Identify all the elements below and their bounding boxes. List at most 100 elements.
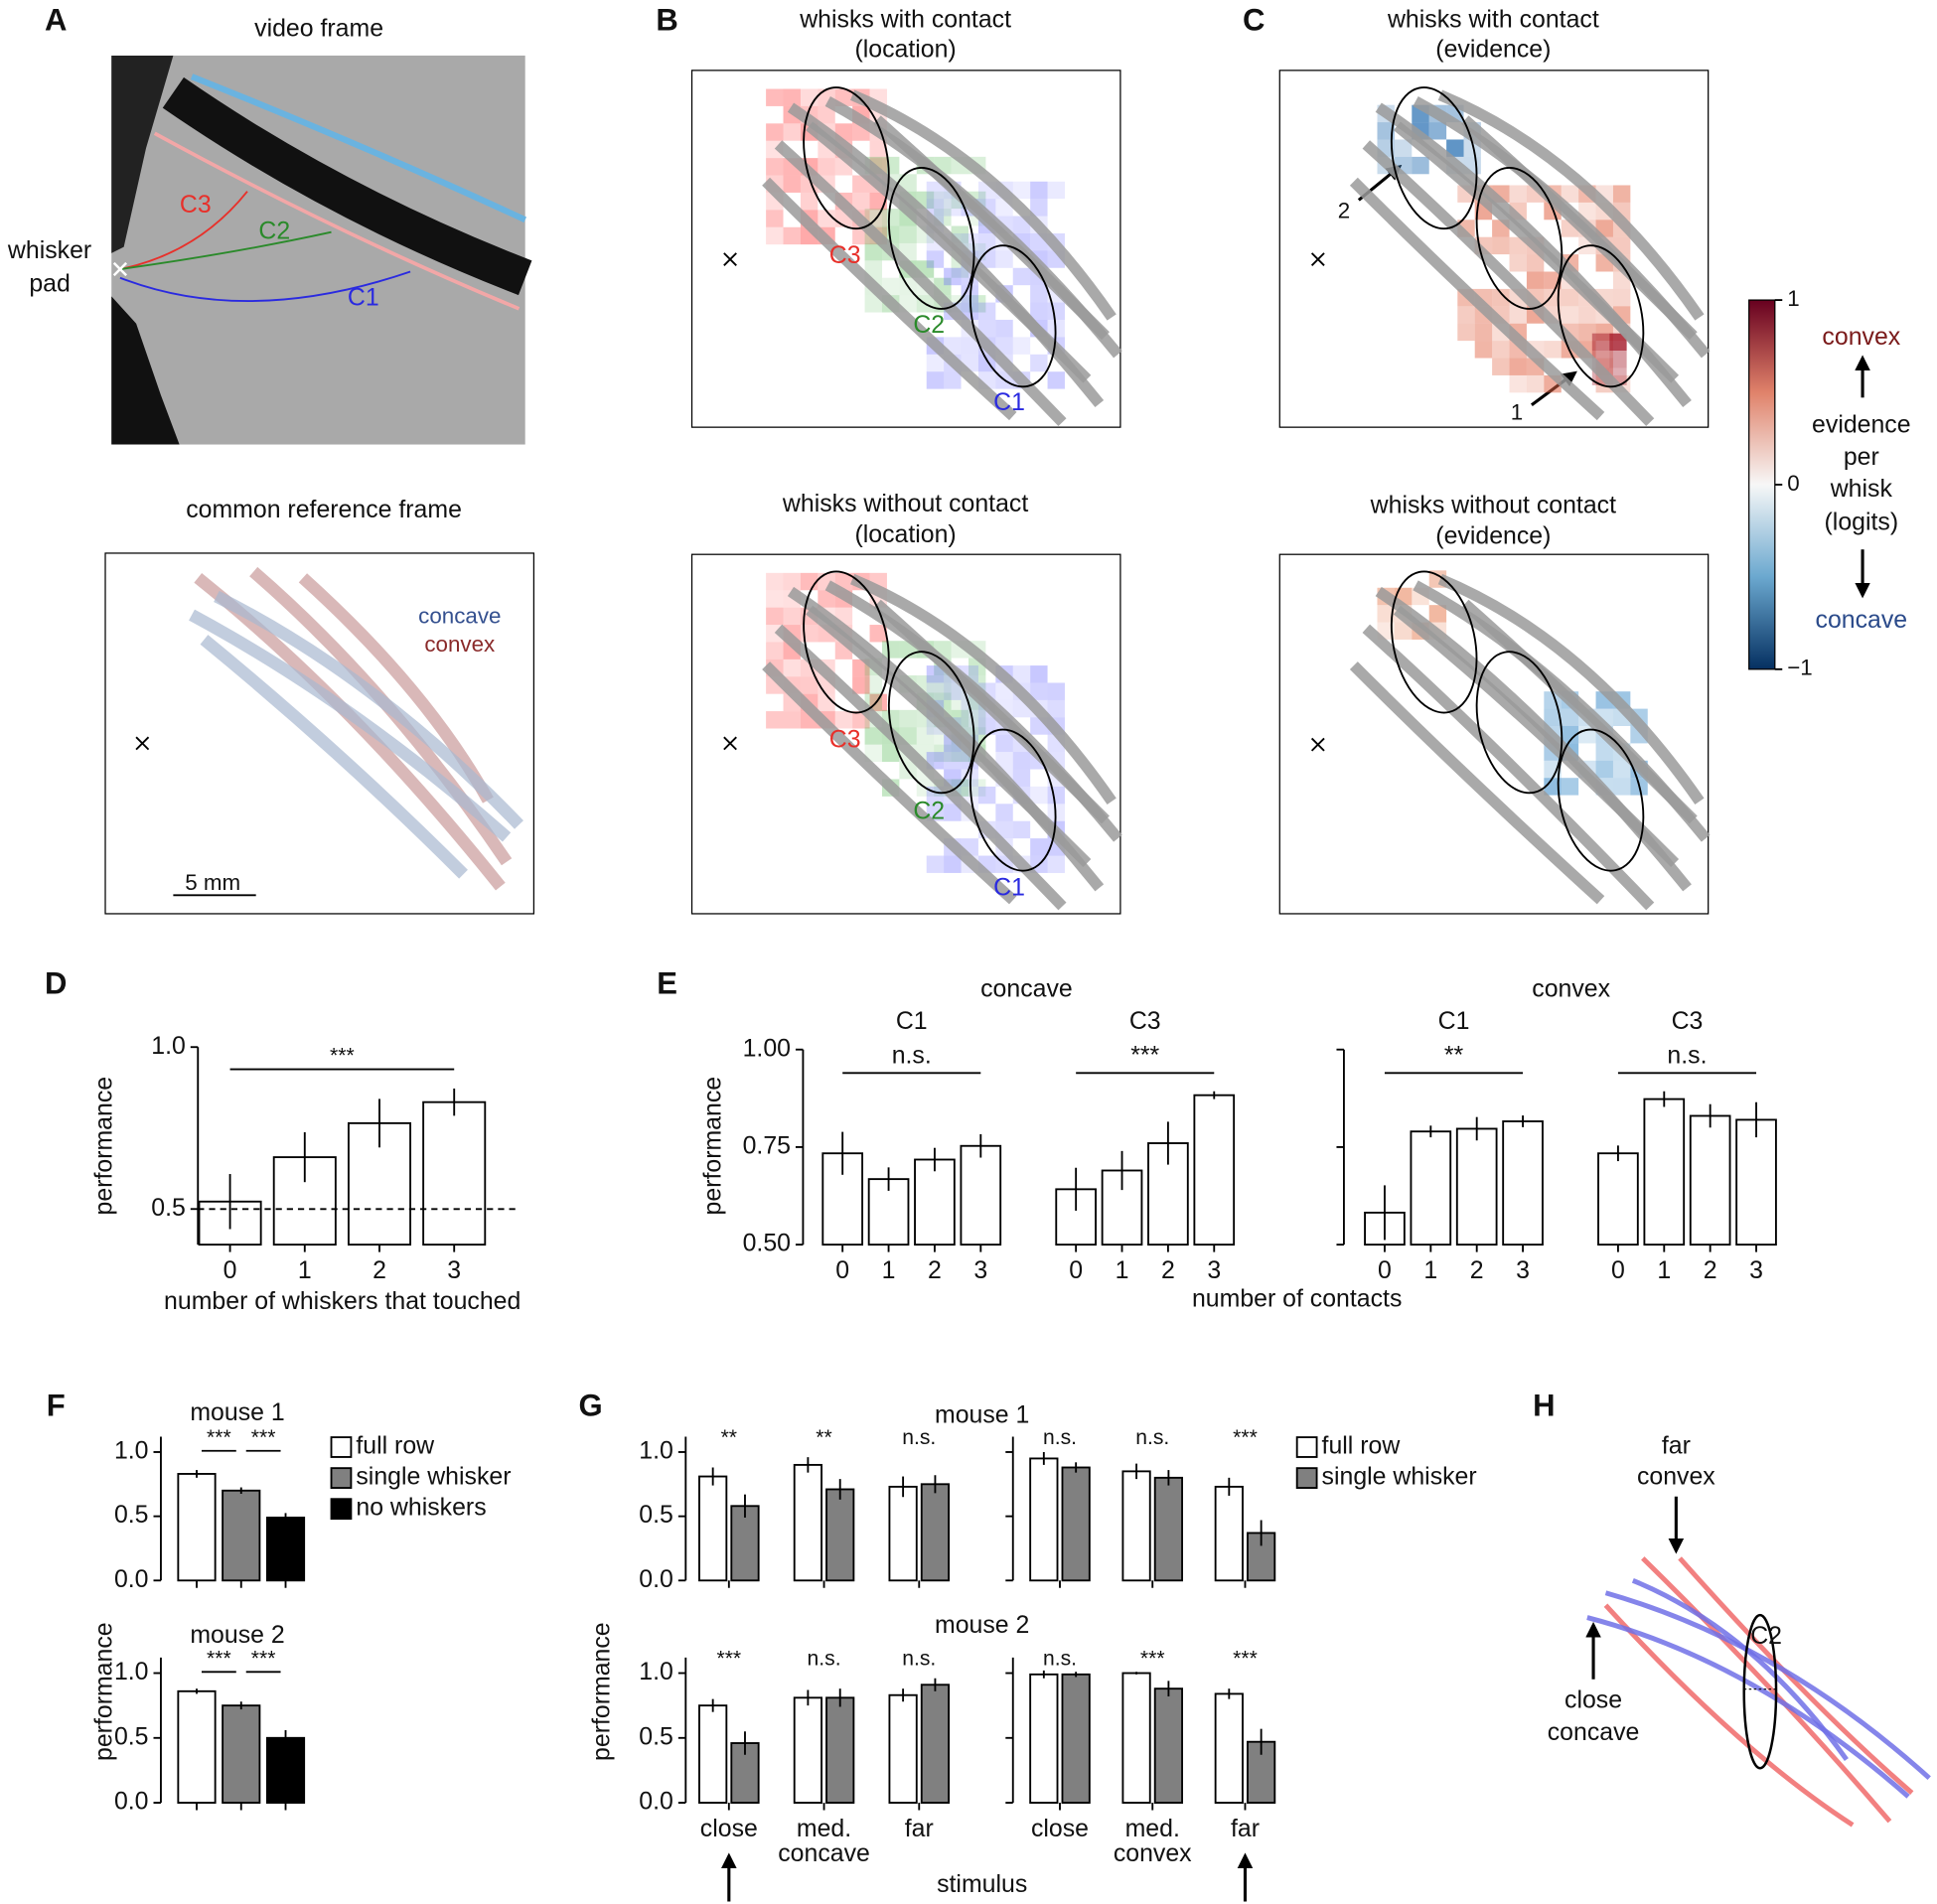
heat-cell	[1509, 306, 1527, 324]
whisker-label: C2	[913, 798, 945, 825]
pad-marker	[723, 736, 737, 751]
heat-cell	[926, 181, 945, 200]
video-face	[111, 296, 180, 445]
heat-cell	[852, 192, 870, 211]
panel-letter: D	[45, 965, 67, 1000]
colorbar-tick-label: 1	[1787, 286, 1799, 311]
x-group-label: concave	[778, 1839, 870, 1867]
colorbar-tick-label: 0	[1787, 471, 1799, 496]
panel-title: whisks with contact	[799, 6, 1011, 34]
group-title: C3	[1129, 1007, 1161, 1035]
scale-label: 5 mm	[185, 870, 240, 895]
heat-cell	[783, 123, 801, 141]
heat-cell	[995, 804, 1013, 821]
heat-cell	[1492, 358, 1510, 375]
legend-label: single whisker	[1322, 1463, 1477, 1491]
bar	[1410, 1130, 1452, 1246]
heat-cell	[1509, 358, 1527, 375]
h-label: close	[1564, 1686, 1622, 1714]
x-tick-label: 2	[1161, 1256, 1175, 1284]
bar	[1061, 1466, 1091, 1582]
bar	[1214, 1485, 1244, 1582]
x-tick-label: 0	[1611, 1256, 1625, 1284]
bar	[265, 1516, 306, 1582]
panel-title: whisks without contact	[1370, 491, 1616, 518]
legend-swatch	[330, 1436, 353, 1458]
panel-title: common reference frame	[186, 496, 462, 523]
heat-cell	[766, 158, 784, 176]
stimulus-bar	[162, 76, 532, 296]
heat-cell	[1492, 288, 1510, 307]
whisker-label: C3	[829, 725, 861, 753]
significance: n.s.	[1667, 1042, 1707, 1070]
panel-letter: F	[47, 1388, 66, 1422]
pad-marker	[135, 736, 150, 751]
y-tick-label: 0.0	[114, 1565, 149, 1593]
whisker-region	[803, 86, 890, 230]
x-axis-label: number of whiskers that touched	[164, 1287, 521, 1315]
heat-cell	[1030, 285, 1048, 303]
panel-title: whisks with contact	[1387, 6, 1599, 34]
bar	[222, 1489, 261, 1582]
heat-cell	[1047, 682, 1065, 700]
heat-cell	[934, 191, 952, 210]
heat-cell	[1030, 786, 1048, 805]
significance: ***	[330, 1045, 355, 1068]
bar	[920, 1483, 951, 1582]
whisk-trace	[762, 177, 1017, 421]
significance: n.s.	[1135, 1426, 1169, 1449]
heat-cell	[766, 88, 784, 106]
whisker-region	[887, 166, 975, 310]
heat-cell	[1595, 743, 1613, 761]
bar	[1121, 1470, 1151, 1582]
heat-cell	[783, 659, 801, 677]
heat-cell	[881, 744, 900, 763]
h-trace	[1678, 1556, 1914, 1795]
legend-label: full row	[1322, 1432, 1402, 1460]
video-shadow	[111, 55, 174, 253]
bar	[793, 1696, 822, 1804]
significance: ***	[207, 1426, 231, 1449]
stimulus-edge	[190, 73, 527, 223]
heat-cell	[1492, 236, 1510, 255]
significance: n.s.	[1043, 1426, 1077, 1449]
heat-cell	[977, 717, 996, 735]
reference-trace	[189, 609, 512, 842]
bar	[825, 1488, 855, 1582]
heat-cell	[926, 354, 945, 372]
pad-marker	[112, 261, 128, 277]
significance: ***	[251, 1426, 276, 1449]
legend-swatch	[1295, 1467, 1318, 1489]
h-label: C2	[1750, 1622, 1782, 1650]
heat-cell	[869, 210, 887, 227]
significance: n.s.	[1043, 1647, 1077, 1670]
whisker-label: C2	[258, 217, 290, 244]
heat-cell	[1012, 820, 1031, 839]
y-tick-label: 1.0	[114, 1658, 149, 1685]
y-tick-label: 0.0	[639, 1565, 673, 1593]
heat-cell	[864, 260, 882, 278]
y-axis-label: performance	[90, 1622, 118, 1761]
whisk-trace	[849, 573, 1117, 806]
colorbar-label: (logits)	[1825, 509, 1899, 536]
heat-cell	[926, 371, 945, 389]
heat-cell	[995, 319, 1013, 338]
heat-cell	[869, 625, 887, 643]
heat-cell	[1595, 323, 1613, 342]
x-tick-label: 3	[1516, 1256, 1530, 1284]
heat-cell	[1047, 302, 1065, 320]
panel-title: (location)	[854, 36, 956, 64]
x-tick-label: 1	[1657, 1256, 1671, 1284]
bar	[177, 1689, 217, 1804]
heat-cell	[766, 711, 784, 729]
heat-cell	[818, 158, 835, 176]
pad-marker	[1310, 252, 1325, 266]
bar	[698, 1475, 728, 1582]
colorbar-label: per	[1844, 443, 1879, 471]
legend-swatch	[1295, 1436, 1318, 1458]
heat-cell	[766, 226, 784, 245]
x-group-label: convex	[1114, 1839, 1192, 1867]
panel-letters: A B C D E F G H	[45, 3, 1555, 1423]
frame-box	[1278, 553, 1710, 915]
